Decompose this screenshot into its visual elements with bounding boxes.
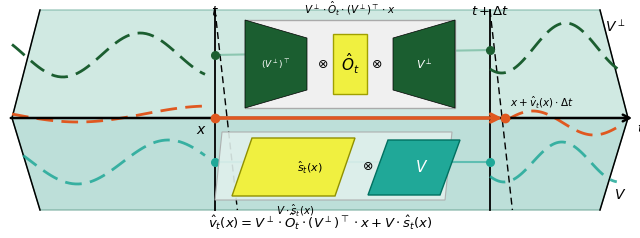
Text: $V$: $V$ [415, 159, 429, 175]
Text: $\otimes$: $\otimes$ [362, 160, 374, 174]
Text: $V^\perp$: $V^\perp$ [415, 57, 433, 71]
Polygon shape [232, 138, 355, 196]
Text: $\hat{s}_t(x)$: $\hat{s}_t(x)$ [297, 159, 323, 175]
Polygon shape [12, 118, 628, 210]
Text: $V^\perp \cdot \hat{O}_t \cdot (V^\perp)^\top \cdot x$: $V^\perp \cdot \hat{O}_t \cdot (V^\perp)… [304, 0, 396, 17]
Text: $V \cdot \hat{s}_t(x)$: $V \cdot \hat{s}_t(x)$ [276, 202, 314, 218]
Text: $V$: $V$ [614, 188, 626, 202]
Text: $x$: $x$ [196, 123, 207, 137]
Polygon shape [12, 10, 628, 118]
Polygon shape [368, 140, 460, 195]
Text: $\otimes$: $\otimes$ [371, 58, 383, 70]
Text: $(V^\perp)^\top$: $(V^\perp)^\top$ [261, 57, 291, 71]
Bar [333, 34, 367, 94]
Text: $\otimes$: $\otimes$ [317, 58, 329, 70]
Text: $t + \Delta t$: $t + \Delta t$ [471, 5, 509, 18]
Text: $t$: $t$ [211, 5, 219, 19]
Bar [245, 20, 455, 108]
Polygon shape [245, 20, 307, 108]
Text: $t$: $t$ [637, 122, 640, 135]
Text: $\hat{v}_t(x) = V^\perp \cdot \hat{O}_t \cdot (V^\perp)^\top \cdot x + V \cdot \: $\hat{v}_t(x) = V^\perp \cdot \hat{O}_t … [207, 212, 433, 232]
Text: $x + \hat{v}_t(x) \cdot \Delta t$: $x + \hat{v}_t(x) \cdot \Delta t$ [510, 94, 573, 110]
Text: $\hat{O}_t$: $\hat{O}_t$ [340, 52, 359, 76]
Polygon shape [215, 132, 452, 200]
Text: $V^\perp$: $V^\perp$ [605, 18, 626, 35]
Polygon shape [393, 20, 455, 108]
